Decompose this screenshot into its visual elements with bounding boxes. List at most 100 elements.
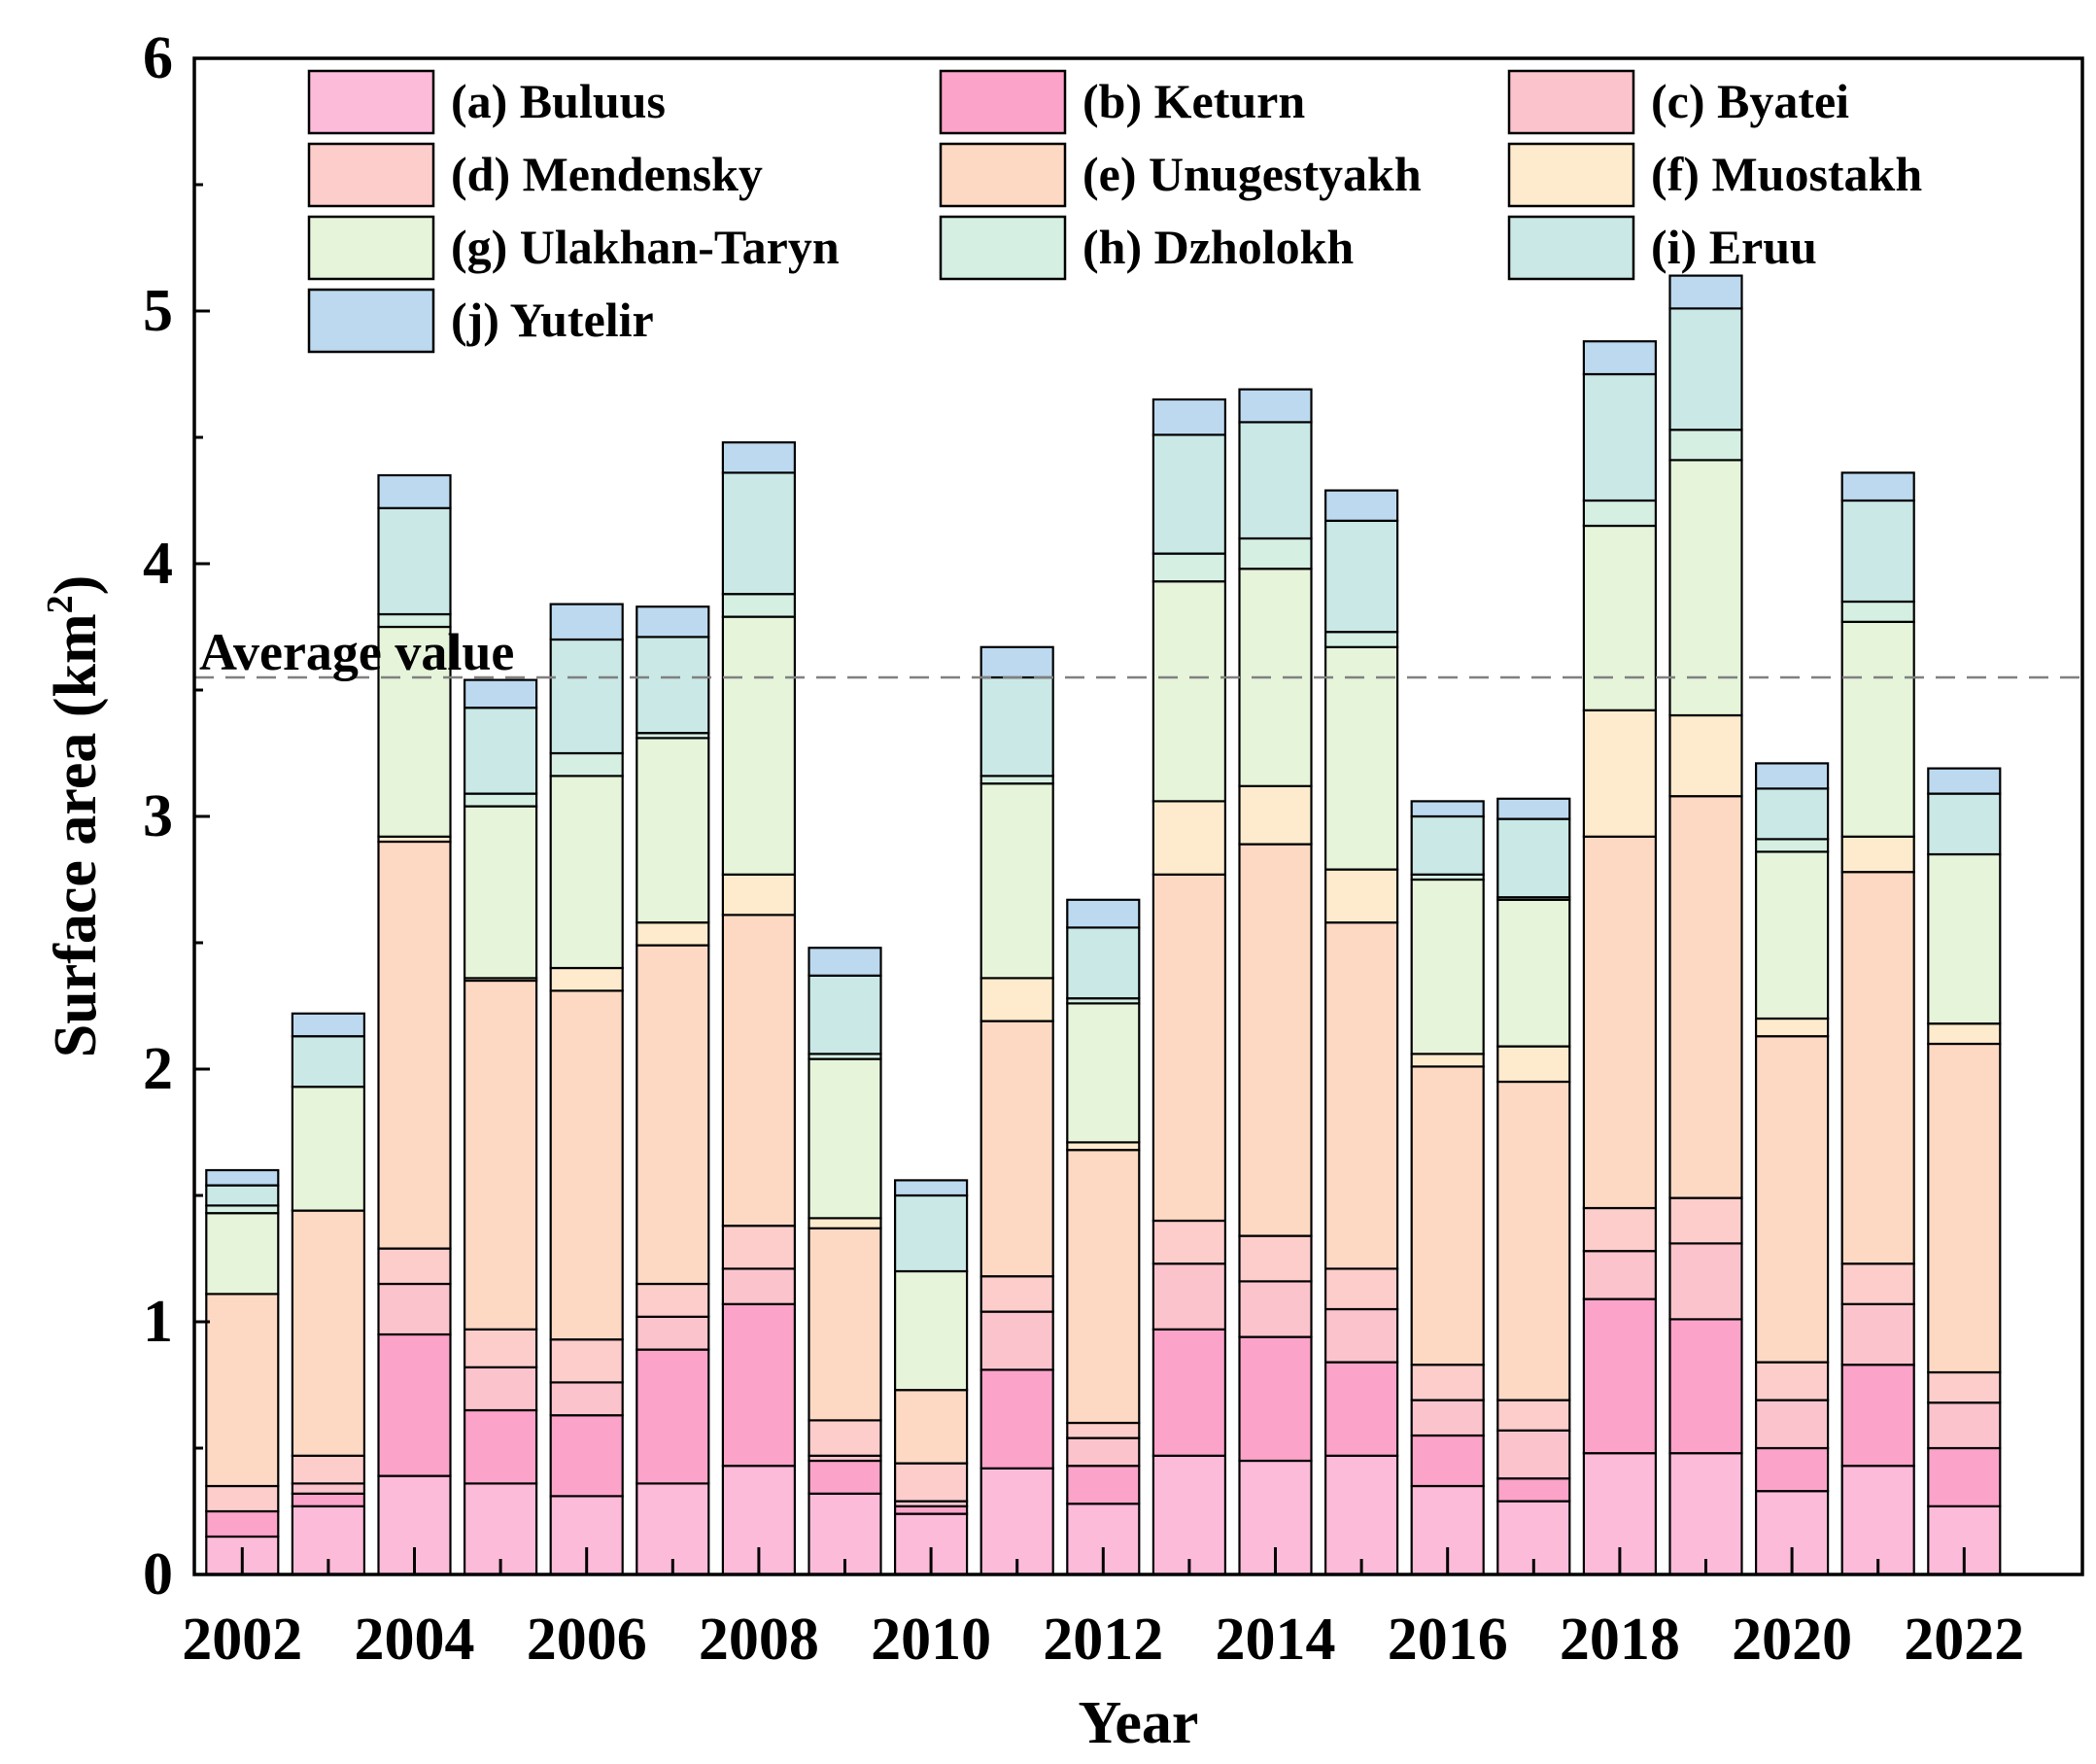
bar-segment-2009-s4 — [807, 1227, 882, 1422]
bar-stack-2003 — [291, 1012, 365, 1576]
bar-segment-2019-s4 — [1668, 795, 1743, 1199]
bar-segment-2016-s2 — [1410, 1399, 1485, 1437]
bar-segment-2021-s5 — [1840, 835, 1915, 874]
bar-segment-2010-s3 — [893, 1462, 969, 1503]
legend-label-5: (f) Muostakh — [1651, 147, 1922, 201]
bar-stack-2010 — [893, 1179, 969, 1576]
bar-segment-2011-s7 — [979, 775, 1054, 785]
bar-segment-2019-s9 — [1668, 274, 1743, 310]
bar-segment-2018-s3 — [1582, 1206, 1658, 1253]
bar-segment-2020-s9 — [1754, 762, 1830, 790]
y-axis-title: Surface area (km2) — [40, 575, 109, 1058]
bar-segment-2018-s2 — [1582, 1250, 1658, 1300]
legend-label-7: (h) Dzholokh — [1082, 220, 1354, 274]
bar-segment-2007-s4 — [636, 944, 710, 1286]
bar-segment-2020-s2 — [1754, 1399, 1830, 1450]
bar-segment-2012-s2 — [1066, 1436, 1141, 1468]
bar-segment-2017-s4 — [1496, 1080, 1571, 1401]
bar-segment-2018-s6 — [1582, 524, 1658, 711]
legend-swatch-1 — [939, 69, 1067, 135]
bar-segment-2015-s4 — [1323, 921, 1399, 1270]
bar-segment-2006-s6 — [549, 775, 624, 970]
bar-segment-2008-s3 — [721, 1225, 797, 1270]
bar-segment-2017-s8 — [1496, 817, 1571, 899]
bar-segment-2010-s4 — [893, 1389, 969, 1465]
bar-stack-2015 — [1323, 489, 1399, 1576]
y-tick-label-6: 6 — [143, 25, 173, 91]
bar-segment-2003-s4 — [291, 1209, 365, 1457]
bar-segment-2014-s8 — [1238, 421, 1313, 540]
bar-segment-2018-s1 — [1582, 1297, 1658, 1455]
bar-segment-2009-s6 — [807, 1057, 882, 1220]
bar-segment-2012-s5 — [1066, 1141, 1141, 1152]
x-tick-label-2020: 2020 — [1732, 1607, 1852, 1673]
bar-segment-2015-s5 — [1323, 868, 1399, 924]
x-axis-title: Year — [1079, 1690, 1199, 1756]
bar-segment-2013-s5 — [1151, 800, 1227, 876]
bar-segment-2021-s4 — [1840, 871, 1915, 1265]
bar-segment-2006-s2 — [549, 1381, 624, 1417]
bar-segment-2019-s1 — [1668, 1318, 1743, 1455]
x-tick-label-2004: 2004 — [355, 1607, 475, 1673]
bar-segment-2020-s6 — [1754, 850, 1830, 1020]
x-tick-label-2008: 2008 — [699, 1607, 819, 1673]
bar-segment-2002-s3 — [205, 1484, 280, 1513]
bar-segment-2020-s7 — [1754, 838, 1830, 853]
y-tick-label-3: 3 — [143, 783, 173, 849]
x-tick-label-2014: 2014 — [1216, 1607, 1336, 1673]
y-tick-label-5: 5 — [143, 278, 173, 344]
bar-segment-2008-s6 — [721, 615, 797, 876]
y-axis-title-close: ) — [43, 575, 109, 596]
legend-label-3: (d) Mendensky — [451, 147, 763, 201]
bar-segment-2021-s1 — [1840, 1364, 1915, 1468]
bar-segment-2015-s2 — [1323, 1307, 1399, 1364]
bar-segment-2017-s2 — [1496, 1429, 1571, 1480]
bar-segment-2013-s1 — [1151, 1328, 1227, 1457]
bar-stack-2006 — [549, 603, 624, 1576]
x-tick-label-2018: 2018 — [1560, 1607, 1680, 1673]
bar-segment-2012-s9 — [1066, 898, 1141, 929]
bar-segment-2005-s2 — [464, 1366, 538, 1412]
bar-segment-2006-s4 — [549, 989, 624, 1341]
bar-segment-2018-s7 — [1582, 499, 1658, 528]
bar-segment-2006-s5 — [549, 966, 624, 992]
bar-segment-2020-s3 — [1754, 1361, 1830, 1401]
bar-segment-2003-s2 — [291, 1482, 365, 1495]
bar-segment-2019-s3 — [1668, 1196, 1743, 1245]
bar-segment-2011-s9 — [979, 645, 1054, 679]
bar-segment-2002-s6 — [205, 1212, 280, 1296]
bar-segment-2014-s4 — [1238, 843, 1313, 1237]
bar-segment-2008-s2 — [721, 1267, 797, 1305]
bar-segment-2011-s8 — [979, 675, 1054, 778]
bar-segment-2019-s6 — [1668, 459, 1743, 717]
x-tick-label-2022: 2022 — [1904, 1607, 2024, 1673]
bar-segment-2018-s4 — [1582, 835, 1658, 1210]
bar-segment-2005-s4 — [464, 979, 538, 1331]
bar-segment-2016-s6 — [1410, 878, 1485, 1055]
bar-segment-2016-s8 — [1410, 814, 1485, 876]
bar-segment-2012-s8 — [1066, 926, 1141, 1000]
bar-segment-2013-s8 — [1151, 433, 1227, 555]
bar-segment-2004-s3 — [377, 1247, 452, 1286]
bar-segment-2021-s6 — [1840, 620, 1915, 838]
bar-stack-2004 — [377, 473, 452, 1576]
bar-segment-2020-s1 — [1754, 1446, 1830, 1493]
bar-stack-2018 — [1582, 340, 1658, 1576]
bar-segment-2003-s9 — [291, 1012, 365, 1038]
bar-segment-2009-s8 — [807, 974, 882, 1055]
bar-segment-2021-s3 — [1840, 1262, 1915, 1305]
bar-segment-2020-s4 — [1754, 1035, 1830, 1364]
bar-segment-2007-s3 — [636, 1282, 710, 1318]
bar-segment-2014-s7 — [1238, 536, 1313, 571]
bar-stack-2011 — [979, 645, 1054, 1576]
bar-segment-2013-s4 — [1151, 873, 1227, 1223]
bar-segment-2002-s8 — [205, 1184, 280, 1207]
bar-segment-2017-s9 — [1496, 797, 1571, 820]
bar-segment-2015-s6 — [1323, 645, 1399, 871]
bar-segment-2015-s8 — [1323, 519, 1399, 634]
bar-segment-2019-s5 — [1668, 713, 1743, 798]
bar-segment-2014-s3 — [1238, 1234, 1313, 1283]
bar-segment-2005-s7 — [464, 792, 538, 808]
bars-layer — [205, 274, 2002, 1576]
